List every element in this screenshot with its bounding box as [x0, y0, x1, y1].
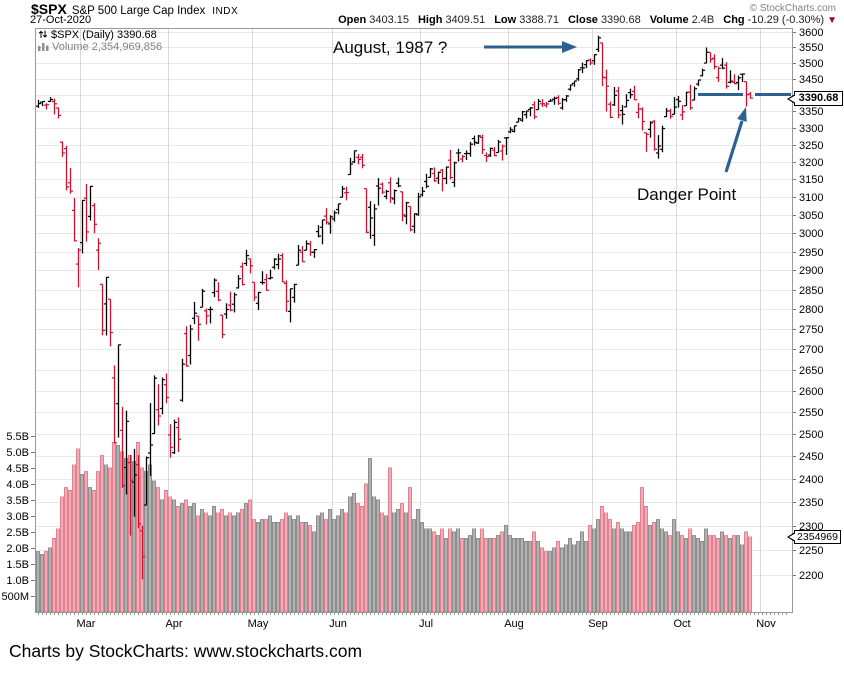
price-chart-canvas: 2200225023002350240024502500255026002650…	[1, 27, 823, 630]
volume-icon	[38, 43, 49, 51]
price-tick-label: 2650	[799, 365, 823, 377]
price-tick-label: 2700	[799, 344, 823, 356]
volume-tick-label: 4.5B	[6, 463, 29, 475]
legend-volume: Volume 2,354,969,856	[38, 41, 162, 53]
price-tick-label: 2600	[799, 386, 823, 398]
legend-price-label: $SPX (Daily) 3390.68	[51, 29, 157, 41]
chart-date: 27-Oct-2020	[30, 14, 92, 26]
last-price-flag: 3390.68	[787, 91, 843, 106]
quote-value-low: 3388.71	[519, 14, 559, 26]
axis-labels: 2200225023002350240024502500255026002650…	[1, 27, 823, 630]
volume-tick-label: 1.0B	[6, 575, 29, 587]
quote-value-volume: 2.4B	[691, 14, 715, 26]
danger-arrow	[724, 107, 747, 173]
volume-tick-label: 2.5B	[6, 527, 29, 539]
price-tick-label: 2400	[799, 474, 823, 486]
volume-tick-label: 4.0B	[6, 479, 29, 491]
month-tick-label: Jun	[329, 618, 347, 630]
symbol-name: S&P 500 Large Cap Index	[71, 5, 206, 17]
price-tick-label: 2550	[799, 407, 823, 419]
volume-bars	[36, 442, 752, 613]
quote-label-volume: Volume	[649, 14, 689, 26]
annotation-danger-point: Danger Point	[637, 185, 737, 204]
volume-tick-label: 5.0B	[6, 447, 29, 459]
symbol: $SPX	[31, 1, 67, 17]
price-tick-label: 3250	[799, 140, 823, 152]
price-gridlines	[35, 32, 792, 576]
price-tick-label: 3000	[799, 228, 823, 240]
august-arrow	[484, 41, 577, 53]
month-tick-label: Oct	[673, 618, 690, 630]
legend-volume-label: Volume 2,354,969,856	[52, 41, 163, 53]
price-tick-label: 3450	[799, 74, 823, 86]
quote-row: Open 3403.15 High 3409.51 Low 3388.71 Close 339…	[329, 14, 837, 26]
price-tick-label: 3350	[799, 106, 823, 118]
price-tick-label: 2800	[799, 304, 823, 316]
price-tick-label: 2250	[799, 545, 823, 557]
plot-border	[35, 28, 793, 613]
price-tick-label: 3100	[799, 192, 823, 204]
header-line1: $SPX S&P 500 Large Cap Index INDX	[31, 1, 238, 19]
quote-label-open: Open	[338, 14, 367, 26]
price-tick-label: 3500	[799, 58, 823, 70]
price-tick-label: 3050	[799, 210, 823, 222]
quote-label-high: High	[417, 14, 443, 26]
price-tick-label: 3150	[799, 174, 823, 186]
month-tick-label: Aug	[504, 618, 524, 630]
volume-tick-label: 2.0B	[6, 543, 29, 555]
annotation-august-1987: August, 1987 ?	[333, 38, 448, 57]
price-tick-label: 2200	[799, 570, 823, 582]
price-tick-label: 3200	[799, 157, 823, 169]
volume-tick-label: 5.5B	[6, 431, 29, 443]
last-volume-flag: 2354969	[787, 530, 841, 544]
price-tick-label: 2750	[799, 324, 823, 336]
price-tick-label: 2900	[799, 265, 823, 277]
volume-tick-label: 3.5B	[6, 495, 29, 507]
price-tick-label: 3300	[799, 123, 823, 135]
month-tick-label: Jul	[419, 618, 433, 630]
month-tick-label: Apr	[165, 618, 182, 630]
price-tick-label: 3600	[799, 27, 823, 39]
ohlc-icon	[38, 30, 48, 38]
legend-price: $SPX (Daily) 3390.68	[38, 29, 157, 41]
month-tick-label: Sep	[588, 618, 608, 630]
price-tick-label: 2850	[799, 285, 823, 297]
footer-credit: Charts by StockCharts: www.stockcharts.c…	[9, 641, 363, 661]
volume-tick-label: 500M	[1, 591, 29, 603]
month-tick-label: Nov	[756, 618, 776, 630]
quote-label-low: Low	[494, 14, 517, 26]
stockcharts-credit: © StockCharts.com	[749, 3, 836, 14]
symbol-exchange: INDX	[212, 6, 239, 17]
quote-value-open: 3403.15	[369, 14, 409, 26]
price-tick-label: 2450	[799, 451, 823, 463]
quote-value-high: 3409.51	[445, 14, 486, 26]
quote-label-close: Close	[567, 14, 598, 26]
volume-tick-label: 1.5B	[6, 559, 29, 571]
quote-label-chg: Chg	[723, 14, 745, 26]
ohlc-bars	[35, 35, 754, 580]
price-tick-label: 3550	[799, 42, 823, 54]
price-tick-label: 2950	[799, 247, 823, 259]
change-down-triangle: ▼	[827, 15, 837, 26]
price-tick-label: 2350	[799, 497, 823, 509]
month-tick-label: Mar	[77, 618, 96, 630]
quote-value-close: 3390.68	[600, 14, 641, 26]
quote-value-chg: -10.29 (-0.30%)	[747, 14, 825, 26]
month-tick-label: May	[248, 618, 269, 630]
price-tick-label: 2500	[799, 429, 823, 441]
volume-tick-label: 3.0B	[6, 511, 29, 523]
month-gridlines	[80, 28, 761, 612]
